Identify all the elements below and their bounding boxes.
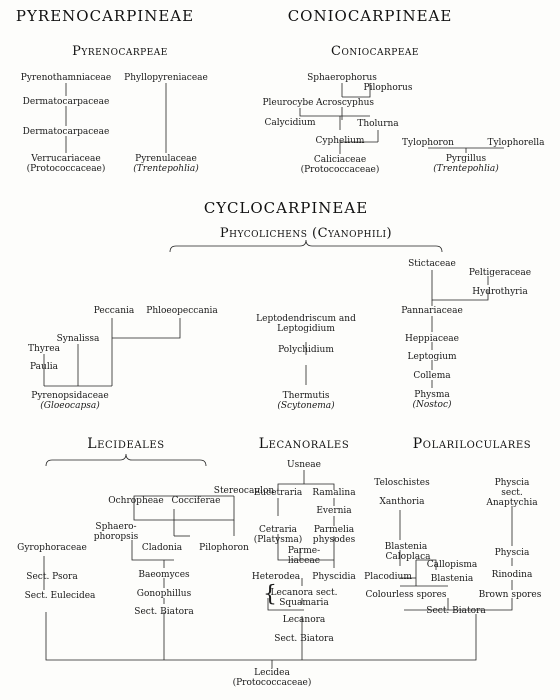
taxon-colourless-spores: Colourless spores [365,590,447,600]
taxon-placodium: Placodium [364,572,412,582]
taxon-blastenia: Blastenia [430,574,474,584]
taxon-pyrgillus-alga: (Trentepohlia) [433,164,499,174]
taxon-pyrenothamniaceae: Pyrenothamniaceae [20,73,112,83]
taxon-dermatocarpaceae-upper: Dermatocarpaceae [22,97,110,107]
taxon-ramalina: Ramalina [312,488,356,498]
taxon-stictaceae: Stictaceae [408,259,456,269]
taxon-thermutis: Thermutis [282,391,330,401]
taxon-pilophorus: Pilophorus [363,83,413,93]
taxon-physma: Physma [414,390,450,400]
taxon-anaptychia: Anaptychia [486,498,538,508]
taxon-leptogidium: Leptogidium [277,324,335,334]
taxon-ochropheae: Ochropheae [108,496,164,506]
taxon-thermutis-alga: (Scytonema) [277,401,335,411]
taxon-polariloculares-sect-biatora: Sect. Biatora [426,606,486,616]
taxon-pilophoron: Pilophoron [199,543,249,553]
taxon-heppiaceae: Heppiaceae [405,334,459,344]
taxon-cetraria-platysma: (Platysma) [253,535,303,545]
taxon-baeomyces: Baeomyces [138,570,190,580]
taxon-physcia-sect-label: sect. [501,488,523,498]
taxon-sphaerophoropsis-1: Sphaero- [95,522,137,532]
heading-lecideales: Lecideales [87,436,165,452]
taxon-parmelia-physodes: physodes [312,535,356,545]
taxon-leptodendriscum: Leptodendriscum and [256,314,356,324]
heading-phycolichens: Phycolichens (Cyanophili) [219,226,393,241]
taxon-usneae: Usneae [286,460,322,470]
taxon-calycidium: Calycidium [264,118,316,128]
taxon-gonophillus: Gonophillus [136,589,192,599]
taxon-tylophoron: Tylophoron [402,138,454,148]
taxon-lecidea-alga: (Protococcaceae) [232,678,312,688]
taxon-brown-spores: Brown spores [478,590,542,600]
taxon-paulia: Paulia [30,362,58,372]
taxon-sphaerophorus: Sphaerophorus [307,73,377,83]
taxon-peltigeraceae: Peltigeraceae [468,268,532,278]
taxon-cocciferae: Cocciferae [171,496,221,506]
taxon-cetraria: Cetraria [258,525,298,535]
taxon-pannariaceae: Pannariaceae [401,306,463,316]
taxon-lecanora-sect: Lecanora sect. [270,588,338,598]
taxon-dermatocarpaceae-lower: Dermatocarpaceae [22,127,110,137]
taxon-lecidea: Lecidea [254,668,290,678]
taxon-peccania: Peccania [93,306,135,316]
taxon-pyrgillus: Pyrgillus [445,154,487,164]
taxon-sect-psora: Sect. Psora [26,572,78,582]
taxon-leptogium: Leptogium [407,352,457,362]
taxon-acroscyphus: Acroscyphus [316,98,374,108]
taxon-squamaria: Squamaria [279,598,329,608]
taxon-sphaerophoropsis-2: phoropsis [93,532,139,542]
heading-coniocarpineae: CONIOCARPINEAE [287,7,453,25]
taxon-parmelia: Parmelia [313,525,355,535]
heading-lecanorales: Lecanorales [258,436,350,452]
taxon-sect-eulecidea: Sect. Eulecidea [24,591,96,601]
taxon-pyrenopsidaceae: Pyrenopsidaceae [31,391,109,401]
taxon-collema: Collema [413,371,451,381]
taxon-phloeopeccania: Phloeopeccania [146,306,218,316]
taxon-blastenia-root: Blastenia [384,542,428,552]
taxon-parmeliaceae-1: Parme- [287,546,321,556]
heading-pyrenocarpineae: PYRENOCARPINEAE [15,7,195,25]
taxon-evernia: Evernia [316,506,352,516]
taxon-stereocaulon: Stereocaulon [213,486,275,496]
taxon-parmeliaceae-2: liaceae [287,556,321,566]
taxon-polychidium: Polychidium [278,345,334,355]
taxon-caliciaceae-alga: (Protococcaceae) [300,165,380,175]
taxon-lecanora: Lecanora [282,615,326,625]
taxon-callopisma: Callopisma [426,560,478,570]
heading-coniocarpeae: Coniocarpeae [331,44,419,59]
taxon-xanthoria: Xanthoria [379,497,425,507]
taxon-pleurocybe: Pleurocybe [262,98,314,108]
taxon-heterodea: Heterodea [251,572,301,582]
taxon-hydrothyria: Hydrothyria [472,287,528,297]
taxon-pyrenulaceae-alga: (Trentepohlia) [133,164,199,174]
taxon-lecideales-sect-biatora: Sect. Biatora [134,607,194,617]
taxon-caloplaca: Caloplaca [385,552,431,562]
taxon-lecanorales-sect-biatora: Sect. Biatora [274,634,334,644]
heading-cyclocarpineae: CYCLOCARPINEAE [203,199,369,217]
taxon-physcia-sect: Physcia [494,478,530,488]
taxon-physma-alga: (Nostoc) [412,400,452,410]
heading-pyrenocarpeae: Pyrenocarpeae [72,44,168,59]
taxon-phyllopyreniaceae: Phyllopyreniaceae [124,73,208,83]
taxon-pyrenopsidaceae-alga: (Gloeocapsa) [40,401,100,411]
taxon-thyrea: Thyrea [28,344,60,354]
taxon-cladonia: Cladonia [141,543,183,553]
taxon-caliciaceae: Caliciaceae [313,155,367,165]
taxon-physcia: Physcia [494,548,530,558]
heading-polariloculares: Polariloculares [412,436,532,452]
taxon-gyrophoraceae: Gyrophoraceae [17,543,87,553]
taxon-verrucariaceae: Verrucariaceae [31,154,101,164]
taxon-pyrenulaceae: Pyrenulaceae [135,154,197,164]
taxon-cyphelium: Cyphelium [315,136,365,146]
taxon-synalissa: Synalissa [56,334,100,344]
taxon-rinodina: Rinodina [491,570,533,580]
taxon-teloschistes: Teloschistes [374,478,430,488]
taxon-tylophorella: Tylophorella [487,138,545,148]
taxon-tholurna: Tholurna [357,119,399,129]
taxon-physcidia: Physcidia [312,572,356,582]
taxon-verrucariaceae-alga: (Protococcaceae) [26,164,106,174]
taxon-eucetraria: Eucetraria [253,488,303,498]
